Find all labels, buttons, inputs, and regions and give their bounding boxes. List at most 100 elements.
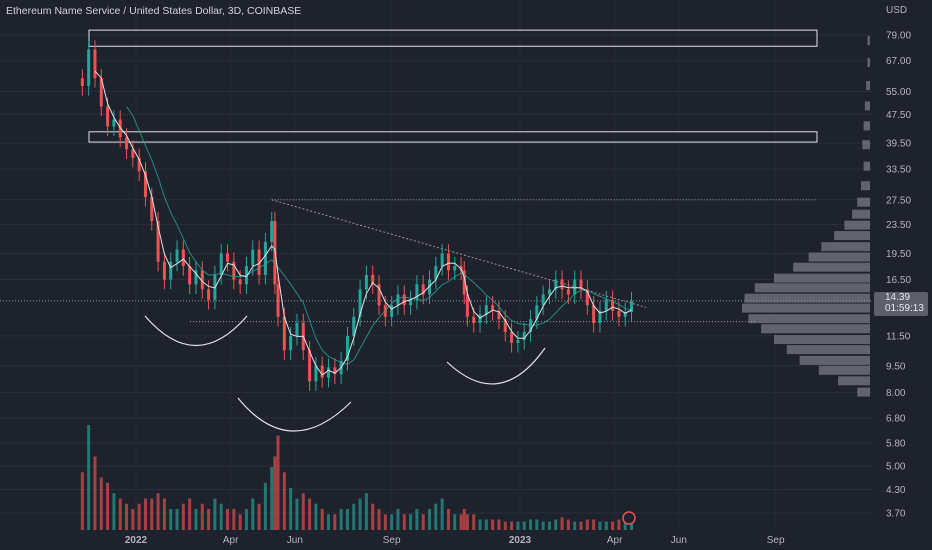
volume-bar [263,482,267,530]
volume-bar [99,477,103,530]
volume-profile-bar [818,365,870,375]
candle-body [573,279,577,295]
y-tick-label: 11.50 [886,331,911,342]
candle-body [137,157,141,172]
candle-body [327,367,331,378]
volume-bar [175,509,179,530]
volume-bar [409,514,413,530]
volume-bar [491,519,495,530]
volume-bar [188,498,192,530]
candle-body [453,265,457,271]
volume-bar [339,509,343,530]
candle-body [87,49,91,86]
volume-bar [585,519,589,530]
volume-bar [118,498,122,530]
volume-bar [289,488,293,530]
fast-moving-average [94,70,632,376]
candle-body [257,249,261,275]
y-tick-label: 16.50 [886,275,911,286]
volume-profile-bar [844,220,870,230]
candle-body [93,49,97,78]
candle-body [226,253,230,262]
candle-body [604,299,608,311]
candle-body [554,279,558,290]
candle-body [238,279,242,285]
candle-body [617,310,621,317]
candle-body [194,270,198,285]
volume-bar [169,509,173,530]
volume-bar [554,519,558,530]
candle-body [560,279,564,290]
x-tick-label: Apr [223,535,239,546]
y-tick-label: 6.80 [886,413,906,424]
candle-body [541,294,545,306]
bar-countdown: 01:59:13 [885,303,924,314]
volume-profile-bar [761,324,870,334]
x-tick-label: 2023 [509,535,532,546]
right-shoulder-arc [446,347,546,385]
candle-body [80,78,84,86]
volume-bar [352,503,356,530]
volume-bar [345,509,349,530]
volume-bar [282,472,286,530]
volume-bar [377,509,381,530]
volume-bar [295,498,299,530]
volume-bar [358,498,362,530]
volume-profile-bar [862,140,870,150]
volume-bar [371,503,375,530]
volume-bar [529,519,533,530]
volume-bar [143,498,147,530]
x-tick-label: 2022 [125,535,148,546]
y-tick-label: 33.50 [886,164,911,175]
volume-bar [333,514,337,530]
candle-body [143,171,147,197]
volume-bar [402,514,406,530]
candle-body [207,289,211,300]
candle-body [535,305,539,320]
candle-body [465,294,469,317]
y-tick-label: 19.50 [886,249,911,260]
volume-bar [383,514,387,530]
volume-bar [112,493,116,530]
candle-body [125,137,129,150]
candle-body [244,265,248,285]
volume-profile-bar [866,80,870,90]
volume-bar [579,521,583,530]
volume-profile-bar [852,209,870,219]
candle-body [156,221,160,262]
volume-bar [390,514,394,530]
volume-bar [510,521,514,530]
candle-body [396,294,400,306]
candle-body [112,119,116,127]
candle-body [333,367,337,375]
y-tick-label: 4.30 [886,485,906,496]
candle-body [402,294,406,306]
volume-bar [484,519,488,530]
candle-body [579,279,583,290]
volume-bar [308,498,312,530]
candle-body [358,289,362,317]
resistance-box [88,131,818,143]
volume-profile [742,36,870,397]
volume-profile-bar [821,242,870,252]
volume-bar [592,519,596,530]
candle-body [308,350,312,382]
candle-body [497,310,501,320]
candle-body [99,77,103,107]
candles[interactable] [80,40,634,391]
volume-bar [301,493,305,530]
y-tick-label: 79.00 [886,31,911,42]
volume-profile-bar [808,252,870,262]
volume-profile-bar [857,197,870,207]
volume-bar [472,514,476,530]
candle-body [352,316,356,336]
volume-bar [80,472,84,530]
candle-body [462,270,466,295]
y-tick-label: 27.50 [886,195,911,206]
volume-bar [516,521,520,530]
y-tick-label: 9.50 [886,361,906,372]
volume-bar [213,498,217,530]
volume-profile-bar [863,121,870,131]
y-tick-label: 47.50 [886,110,911,121]
